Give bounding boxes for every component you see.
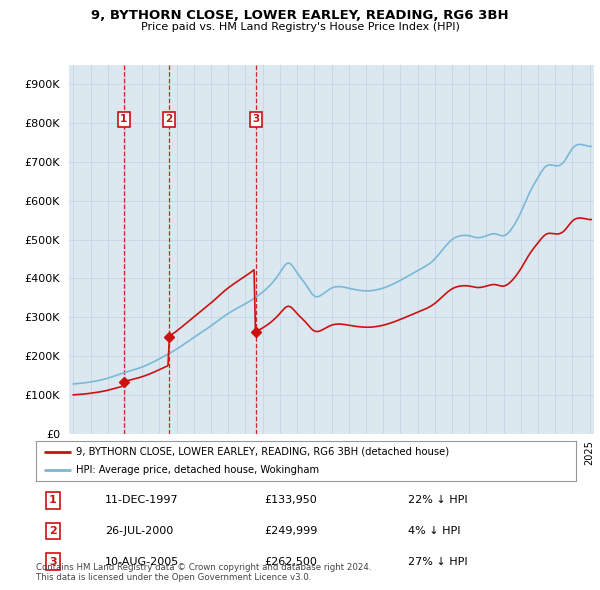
Text: 11-DEC-1997: 11-DEC-1997 [105, 496, 179, 505]
Text: £262,500: £262,500 [264, 557, 317, 566]
Text: 3: 3 [49, 557, 56, 566]
Text: Contains HM Land Registry data © Crown copyright and database right 2024.
This d: Contains HM Land Registry data © Crown c… [36, 563, 371, 582]
Text: HPI: Average price, detached house, Wokingham: HPI: Average price, detached house, Woki… [77, 465, 320, 475]
Text: 27% ↓ HPI: 27% ↓ HPI [408, 557, 467, 566]
Text: 2: 2 [49, 526, 56, 536]
Text: 9, BYTHORN CLOSE, LOWER EARLEY, READING, RG6 3BH: 9, BYTHORN CLOSE, LOWER EARLEY, READING,… [91, 9, 509, 22]
Text: Price paid vs. HM Land Registry's House Price Index (HPI): Price paid vs. HM Land Registry's House … [140, 22, 460, 32]
Text: 1: 1 [49, 496, 56, 505]
Text: 10-AUG-2005: 10-AUG-2005 [105, 557, 179, 566]
Text: 9, BYTHORN CLOSE, LOWER EARLEY, READING, RG6 3BH (detached house): 9, BYTHORN CLOSE, LOWER EARLEY, READING,… [77, 447, 449, 457]
Text: 1: 1 [120, 114, 128, 124]
Text: 22% ↓ HPI: 22% ↓ HPI [408, 496, 467, 505]
Text: 4% ↓ HPI: 4% ↓ HPI [408, 526, 461, 536]
Text: £133,950: £133,950 [264, 496, 317, 505]
Text: £249,999: £249,999 [264, 526, 317, 536]
Text: 3: 3 [253, 114, 260, 124]
Text: 26-JUL-2000: 26-JUL-2000 [105, 526, 173, 536]
Text: 2: 2 [166, 114, 173, 124]
